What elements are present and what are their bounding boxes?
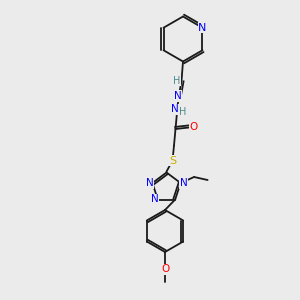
Text: N: N (174, 91, 182, 101)
Text: N: N (146, 178, 153, 188)
Text: N: N (171, 104, 178, 115)
Text: N: N (198, 23, 207, 33)
Text: N: N (180, 178, 188, 188)
Text: N: N (151, 194, 159, 205)
Text: S: S (169, 155, 176, 166)
Text: O: O (161, 264, 169, 274)
Text: H: H (179, 106, 187, 117)
Text: H: H (173, 76, 181, 86)
Text: O: O (189, 122, 198, 133)
